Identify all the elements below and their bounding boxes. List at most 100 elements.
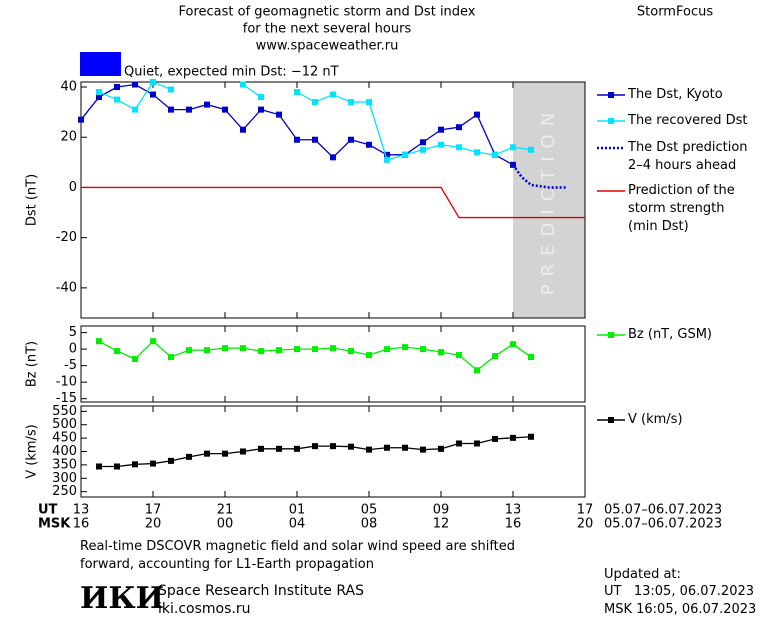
legend-marker (608, 417, 614, 423)
data-point (456, 440, 462, 447)
data-point (420, 139, 426, 146)
data-point (420, 446, 426, 453)
series-line (81, 186, 585, 219)
y-tick-label: 0 (69, 180, 77, 195)
y-tick-label: 40 (60, 80, 77, 95)
plot-frame (80, 405, 586, 498)
data-point (348, 348, 354, 355)
data-point (384, 151, 390, 158)
y-tick-label: 350 (52, 457, 77, 472)
data-point (96, 463, 102, 470)
status-label: Quiet, expected min Dst: −12 nT (124, 65, 339, 80)
x-tick-label: 05 (361, 503, 378, 518)
x-date-range: 05.07–06.07.2023 (604, 517, 722, 532)
data-point (258, 348, 264, 355)
data-point (114, 96, 120, 103)
data-point (222, 106, 228, 113)
data-point (222, 450, 228, 457)
y-tick-label: 500 (52, 417, 77, 432)
data-point (294, 445, 300, 452)
data-point (492, 353, 498, 360)
data-point (258, 445, 264, 452)
x-tick-label: 16 (73, 517, 90, 532)
data-point (528, 433, 534, 440)
data-point (366, 446, 372, 453)
data-point (474, 149, 480, 156)
data-point (258, 106, 264, 113)
y-axis-label: V (km/s) (25, 424, 40, 479)
data-point (96, 338, 102, 345)
data-point (294, 89, 300, 96)
data-point (78, 116, 84, 123)
series-line (98, 340, 532, 372)
y-tick-label: -5 (64, 358, 77, 373)
data-point (114, 84, 120, 91)
data-point (294, 136, 300, 143)
data-point (204, 450, 210, 457)
x-tick-label: 16 (505, 517, 522, 532)
data-point (132, 461, 138, 468)
data-point (312, 99, 318, 106)
data-point (366, 99, 372, 106)
data-point (366, 352, 372, 359)
data-point (150, 338, 156, 345)
x-date-range: 05.07–06.07.2023 (604, 503, 722, 518)
x-tick-label: 08 (361, 517, 378, 532)
data-point (438, 445, 444, 452)
x-tick-label: 09 (433, 503, 450, 518)
data-point (186, 453, 192, 460)
y-tick-label: 5 (69, 325, 77, 340)
data-point (492, 435, 498, 442)
data-point (240, 345, 246, 352)
updated-ut: UT 13:05, 06.07.2023 (604, 584, 755, 599)
series-line (99, 436, 532, 468)
data-point (114, 348, 120, 355)
data-point (402, 344, 408, 351)
title-line: for the next several hours (243, 22, 412, 37)
data-point (330, 345, 336, 352)
x-tick-label: 01 (289, 503, 306, 518)
x-tick-label: 04 (289, 517, 306, 532)
data-point (510, 144, 516, 151)
x-tick-label: 00 (217, 517, 234, 532)
x-tick-label: 13 (73, 503, 90, 518)
footer-note: Real-time DSCOVR magnetic field and sola… (80, 539, 516, 572)
data-point (294, 346, 300, 353)
x-axis-label: UT (38, 503, 58, 518)
data-point (132, 81, 138, 88)
y-tick-label: 450 (52, 431, 77, 446)
legend-marker (608, 118, 614, 124)
data-point (240, 448, 246, 455)
plot-frame (80, 325, 586, 403)
data-point (258, 94, 264, 101)
data-point (186, 347, 192, 354)
data-point (276, 111, 282, 118)
legend-label: Prediction of the storm strength (min Ds… (628, 183, 735, 234)
x-tick-label: 20 (145, 517, 162, 532)
data-point (168, 86, 174, 93)
data-point (222, 345, 228, 352)
data-point (474, 111, 480, 118)
y-tick-label: 0 (69, 342, 77, 357)
data-point (168, 106, 174, 113)
data-point (528, 354, 534, 361)
data-point (330, 154, 336, 161)
data-point (384, 444, 390, 451)
data-point (150, 460, 156, 467)
legend-marker (608, 92, 614, 98)
data-point (438, 141, 444, 148)
updated-label: Updated at: (604, 567, 681, 582)
data-point (240, 126, 246, 133)
data-point (312, 443, 318, 450)
data-point (348, 443, 354, 450)
data-point (312, 346, 318, 353)
prediction-label: PREDICTION (538, 105, 559, 295)
site-link: iki.cosmos.ru (158, 601, 251, 617)
data-point (492, 151, 498, 158)
data-point (186, 106, 192, 113)
legend-label: V (km/s) (628, 412, 683, 427)
y-tick-label: -15 (56, 391, 77, 406)
data-point (150, 79, 156, 85)
data-point (276, 347, 282, 354)
